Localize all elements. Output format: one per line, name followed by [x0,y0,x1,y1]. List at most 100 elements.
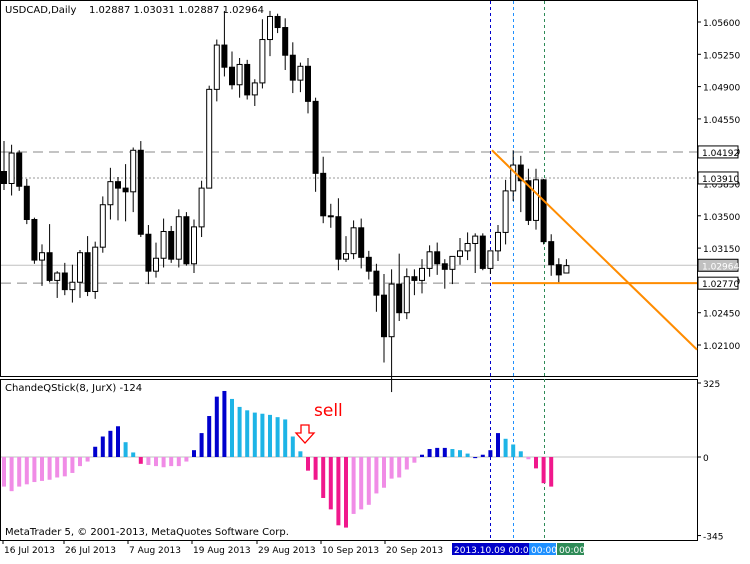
indicator-bar [184,457,189,462]
bearish-candle-body [1,171,7,184]
bearish-candle-body [122,187,129,193]
bearish-candle-body [335,216,342,260]
time-tag-text: 00:00 [531,546,557,556]
bearish-candle-body [137,149,144,235]
bullish-candle-body [495,231,501,252]
candle [335,198,342,271]
bullish-candle-body [510,164,517,192]
candle [153,242,159,278]
bullish-candle-body [251,82,258,96]
bearish-candle-body [274,15,281,29]
bullish-candle-body [69,281,76,291]
bullish-candle-body [472,235,479,244]
indicator-panel[interactable] [0,379,698,541]
down-arrow-icon [294,424,316,444]
indicator-bar [252,412,257,457]
bullish-candle-body [130,149,137,193]
bullish-candle-body [267,15,273,41]
indicator-bar [24,457,29,485]
indicator-title: ChandeQStick(8, JurX) -124 [5,383,142,394]
candle [16,150,23,191]
candle [92,241,99,299]
candle [1,141,7,190]
indicator-bar [450,449,455,457]
candle [426,245,433,277]
time-tag-text: 00:00 [559,546,585,556]
candle [403,268,410,320]
bearish-candle-body [305,65,311,102]
candle [191,219,197,274]
time-tick-label: 20 Sep 2013 [386,546,443,556]
candle [419,259,425,294]
indicator-bar [336,457,341,526]
bullish-candle-body [198,187,205,228]
candle [213,39,220,102]
bearish-candle-body [282,27,289,56]
bearish-candle-body [525,180,532,221]
indicator-bar [306,457,310,471]
candle [8,144,15,196]
indicator-bar [154,457,158,467]
indicator-bar [465,453,470,457]
indicator-bar [85,457,90,462]
indicator-bar [260,413,265,457]
bullish-candle-body [297,65,304,81]
bullish-candle-body [259,39,266,84]
indicator-bar [161,457,166,468]
indicator-bar [237,406,242,457]
price-tick-label: 1.03850 [703,181,740,191]
indicator-bar [207,416,212,457]
candle [244,59,251,100]
bullish-candle-body [206,88,213,189]
indicator-bar [192,450,196,457]
indicator-bar [176,457,181,467]
candle [99,196,106,253]
main-panel[interactable] [0,0,698,377]
candle [61,262,68,296]
indicator-bar [55,457,60,478]
bearish-candle-body [84,252,91,292]
bullish-candle-body [191,226,197,265]
bearish-candle-body [373,270,380,296]
candle [396,253,403,322]
candle [312,97,319,192]
indicator-bar [131,452,136,457]
indicator-tick-label: -345 [703,533,723,543]
indicator-bar [420,454,424,457]
bullish-candle-body [107,181,114,206]
candle [350,220,357,260]
candle [229,51,235,90]
bearish-candle-body [23,185,30,220]
indicator-bar [473,457,478,459]
bearish-candle-body [320,172,327,217]
indicator-bar [62,457,67,477]
bearish-candle-body [289,54,296,81]
axis-ticks-layer: 1.056001.052501.049001.045501.042001.038… [2,19,740,556]
indicator-tick-label: 0 [703,454,709,464]
price-tag-text: 1.03910 [702,175,739,185]
bullish-candle-body [487,250,494,269]
indicator-bar [290,436,295,457]
bullish-candle-body [77,252,83,283]
sell-annotation: sell [314,401,343,421]
indicator-bar [17,457,22,487]
bearish-candle-body [327,215,334,218]
bearish-candle-body [441,263,448,270]
price-tick-label: 1.02450 [703,310,740,320]
candle [297,62,304,93]
candle [236,57,243,98]
candle [533,168,539,230]
descending-trendline [491,149,698,351]
time-tag-box [452,543,530,555]
candle [327,203,334,228]
bearish-candle-body [312,100,319,174]
indicator-bar [283,419,288,457]
time-tick-label: 7 Aug 2013 [129,546,181,556]
bearish-candle-body [61,272,68,291]
bullish-candle-body [8,152,15,185]
indicator-bar [245,410,250,457]
trendlines-layer[interactable] [491,149,698,351]
bullish-candle-body [502,190,509,233]
